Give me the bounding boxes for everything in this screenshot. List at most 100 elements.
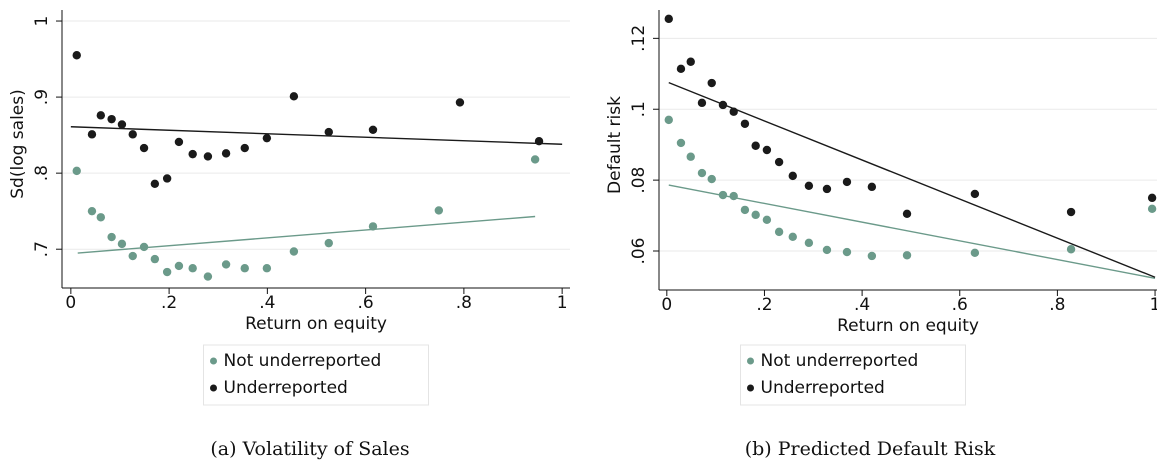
scatter-point bbox=[1147, 193, 1157, 203]
scatter-point bbox=[368, 222, 378, 231]
legend-label: Not underreported bbox=[224, 351, 382, 371]
scatter-point bbox=[867, 182, 877, 192]
y-tick-label: .06 bbox=[629, 237, 649, 264]
scatter-point bbox=[804, 181, 814, 190]
x-tick-label: 1 bbox=[557, 293, 568, 313]
scatter-point bbox=[221, 260, 231, 269]
legend-label: Underreported bbox=[224, 378, 348, 398]
scatter-point bbox=[842, 247, 852, 257]
scatter-point bbox=[107, 114, 116, 124]
legend-box bbox=[203, 344, 429, 406]
y-axis-label: Default risk bbox=[605, 96, 625, 194]
scatter-point bbox=[842, 177, 852, 187]
fit-line bbox=[668, 82, 1156, 278]
scatter-point bbox=[664, 14, 673, 24]
scatter-point bbox=[774, 227, 784, 237]
scatter-point bbox=[530, 155, 540, 164]
scatter-point bbox=[117, 120, 127, 129]
scatter-point bbox=[188, 149, 197, 159]
scatter-point bbox=[970, 248, 980, 257]
scatter-point bbox=[970, 189, 980, 199]
scatter-point bbox=[262, 133, 272, 143]
scatter-point bbox=[707, 174, 716, 184]
scatter-point bbox=[162, 267, 172, 277]
scatter-point bbox=[707, 78, 716, 88]
scatter-point bbox=[174, 261, 184, 271]
scatter-point bbox=[203, 152, 213, 161]
scatter-point bbox=[87, 130, 97, 139]
scatter-point bbox=[867, 251, 877, 261]
scatter-point bbox=[697, 98, 707, 108]
scatter-point bbox=[751, 141, 760, 150]
scatter-point bbox=[96, 111, 106, 120]
scatter-point bbox=[150, 179, 160, 188]
scatter-point bbox=[289, 247, 299, 256]
legend-marker bbox=[210, 357, 217, 365]
x-axis-label: Return on equity bbox=[837, 316, 979, 336]
scatter-point bbox=[697, 168, 707, 178]
scatter-point bbox=[1066, 245, 1076, 254]
y-tick-label: .7 bbox=[32, 241, 52, 257]
scatter-point bbox=[117, 239, 127, 249]
scatter-point bbox=[1147, 204, 1157, 214]
scatter-point bbox=[822, 245, 832, 255]
y-tick-label: .9 bbox=[32, 89, 52, 105]
scatter-point bbox=[902, 209, 912, 218]
scatter-point bbox=[289, 92, 299, 101]
legend-marker bbox=[747, 384, 754, 392]
scatter-point bbox=[740, 205, 750, 215]
scatter-point bbox=[128, 251, 137, 261]
scatter-point bbox=[676, 138, 686, 148]
scatter-point bbox=[139, 143, 149, 153]
scatter-point bbox=[686, 152, 695, 161]
scatter-point bbox=[128, 130, 137, 139]
x-tick-label: .4 bbox=[259, 293, 275, 313]
scatter-point bbox=[751, 210, 760, 220]
scatter-point bbox=[902, 251, 912, 260]
x-tick-label: .4 bbox=[854, 295, 870, 315]
legend-label: Not underreported bbox=[761, 351, 919, 371]
x-tick-label: .2 bbox=[161, 293, 177, 313]
scatter-point bbox=[240, 264, 249, 273]
scatter-point bbox=[87, 206, 97, 216]
scatter-point bbox=[324, 127, 333, 137]
x-tick-label: 0 bbox=[661, 295, 672, 315]
scatter-point bbox=[203, 272, 213, 281]
x-axis-label: Return on equity bbox=[245, 314, 387, 334]
scatter-point bbox=[686, 57, 695, 66]
y-tick-label: .08 bbox=[629, 167, 649, 194]
y-tick-label: .8 bbox=[32, 165, 52, 181]
scatter-point bbox=[676, 64, 686, 74]
fit-line bbox=[70, 126, 563, 145]
caption: (b) Predicted Default Risk bbox=[745, 438, 996, 460]
legend-marker bbox=[747, 357, 754, 365]
legend-box bbox=[740, 344, 966, 406]
scatter-point bbox=[804, 238, 814, 248]
scatter-point bbox=[72, 51, 81, 60]
legend-marker bbox=[210, 384, 217, 392]
caption: (a) Volatility of Sales bbox=[210, 438, 409, 460]
scatter-point bbox=[740, 119, 750, 128]
scatter-point bbox=[107, 232, 116, 242]
x-tick-label: .6 bbox=[952, 295, 968, 315]
x-tick-label: .6 bbox=[358, 293, 374, 313]
scatter-point bbox=[96, 213, 106, 222]
y-axis-label: Sd(log sales) bbox=[8, 89, 28, 198]
y-tick-label: .12 bbox=[629, 25, 649, 52]
x-tick-label: 1 bbox=[1150, 295, 1157, 315]
fit-line bbox=[668, 184, 1156, 279]
x-tick-label: .2 bbox=[756, 295, 772, 315]
scatter-point bbox=[729, 191, 738, 201]
scatter-point bbox=[1066, 207, 1076, 217]
scatter-point bbox=[139, 242, 149, 252]
scatter-point bbox=[762, 145, 772, 155]
scatter-point bbox=[822, 184, 832, 194]
legend-label: Underreported bbox=[761, 378, 885, 398]
scatter-point bbox=[774, 157, 784, 167]
scatter-point bbox=[455, 98, 465, 107]
scatter-point bbox=[762, 215, 772, 225]
y-tick-label: .1 bbox=[629, 101, 649, 117]
x-tick-label: 0 bbox=[65, 293, 76, 313]
scatter-point bbox=[150, 254, 160, 264]
